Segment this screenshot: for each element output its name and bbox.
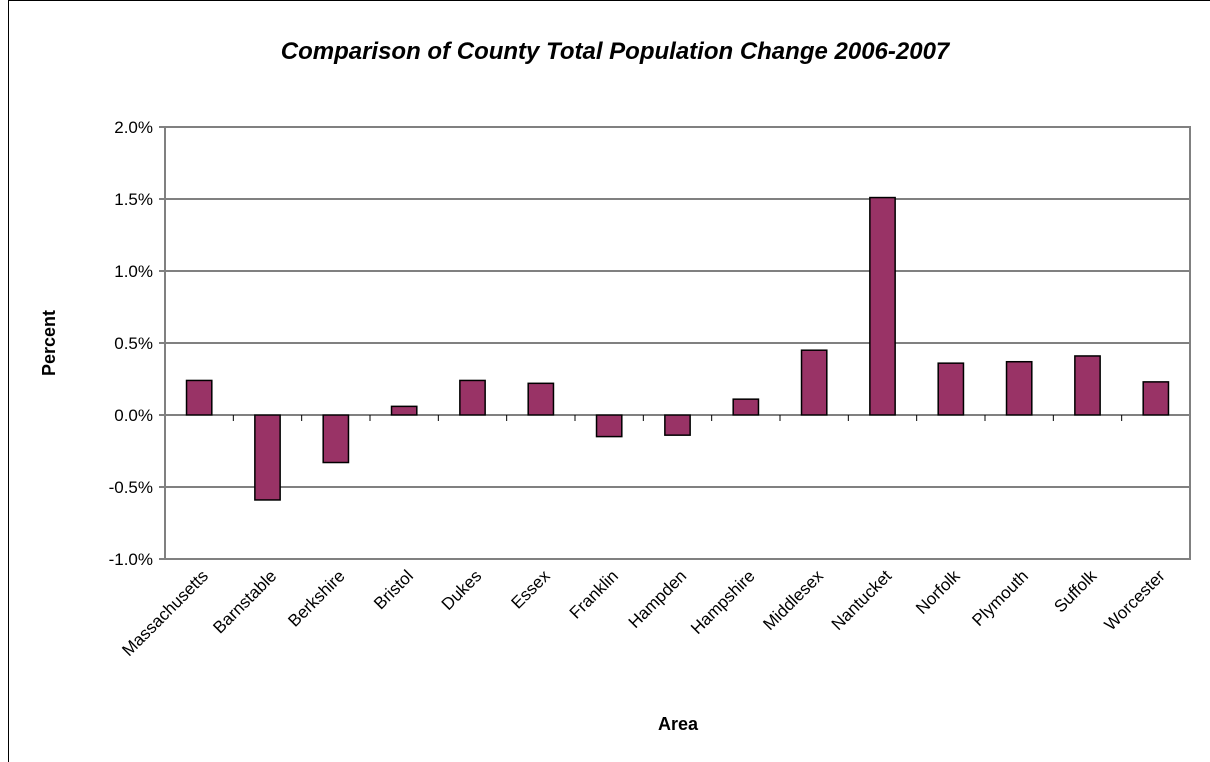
bar-worcester [1142, 381, 1170, 416]
y-tick-label: 1.5% [114, 190, 153, 209]
bar-hampden [664, 414, 691, 436]
x-tick-label: Hampshire [687, 566, 759, 638]
x-tick-label: Berkshire [284, 566, 348, 630]
y-axis-title: Percent [39, 310, 59, 376]
y-tick-label: -0.5% [109, 478, 153, 497]
bar-barnstable [254, 414, 281, 501]
bar-essex [527, 382, 555, 416]
x-tick-label: Essex [507, 566, 554, 613]
bar-bristol [390, 405, 418, 416]
x-tick-label: Hampden [625, 566, 691, 632]
bar-massachusetts [185, 379, 213, 416]
bar-berkshire [322, 414, 350, 464]
bar-nantucket [869, 196, 896, 416]
x-tick-label: Barnstable [209, 566, 280, 637]
x-tick-label: Worcester [1101, 566, 1169, 634]
bar-middlesex [800, 349, 828, 416]
y-tick-label: -1.0% [109, 550, 153, 569]
x-tick-label: Franklin [566, 566, 622, 622]
plot-area-border [164, 126, 1191, 560]
bar-dukes [459, 379, 486, 416]
bar-hampshire [732, 398, 760, 416]
bar-plymouth [1005, 360, 1033, 416]
x-axis-title: Area [658, 714, 699, 734]
bar-franklin [595, 414, 623, 438]
bar-norfolk [937, 362, 965, 416]
bar-suffolk [1074, 355, 1101, 416]
chart-title: Comparison of County Total Population Ch… [281, 38, 951, 65]
y-tick-label: 0.0% [114, 406, 153, 425]
y-tick-label: 2.0% [114, 118, 153, 137]
x-tick-label: Dukes [438, 566, 486, 614]
chart-frame [8, 0, 1210, 762]
y-axis-ticks: 2.0% 1.5% 1.0% 0.5% 0.0% -0.5% -1.0% [109, 118, 165, 569]
y-tick-label: 1.0% [114, 262, 153, 281]
x-tick-label: Plymouth [968, 566, 1032, 630]
x-tick-label: Massachusetts [118, 566, 212, 660]
x-tick-label: Nantucket [828, 566, 896, 634]
x-tick-label: Bristol [370, 566, 417, 613]
x-tick-label: Middlesex [759, 566, 827, 634]
bars [185, 196, 1170, 501]
x-tick-label: Norfolk [912, 566, 964, 618]
y-tick-label: 0.5% [114, 334, 153, 353]
x-tick-label: Suffolk [1050, 566, 1100, 616]
gridlines [165, 126, 1190, 560]
